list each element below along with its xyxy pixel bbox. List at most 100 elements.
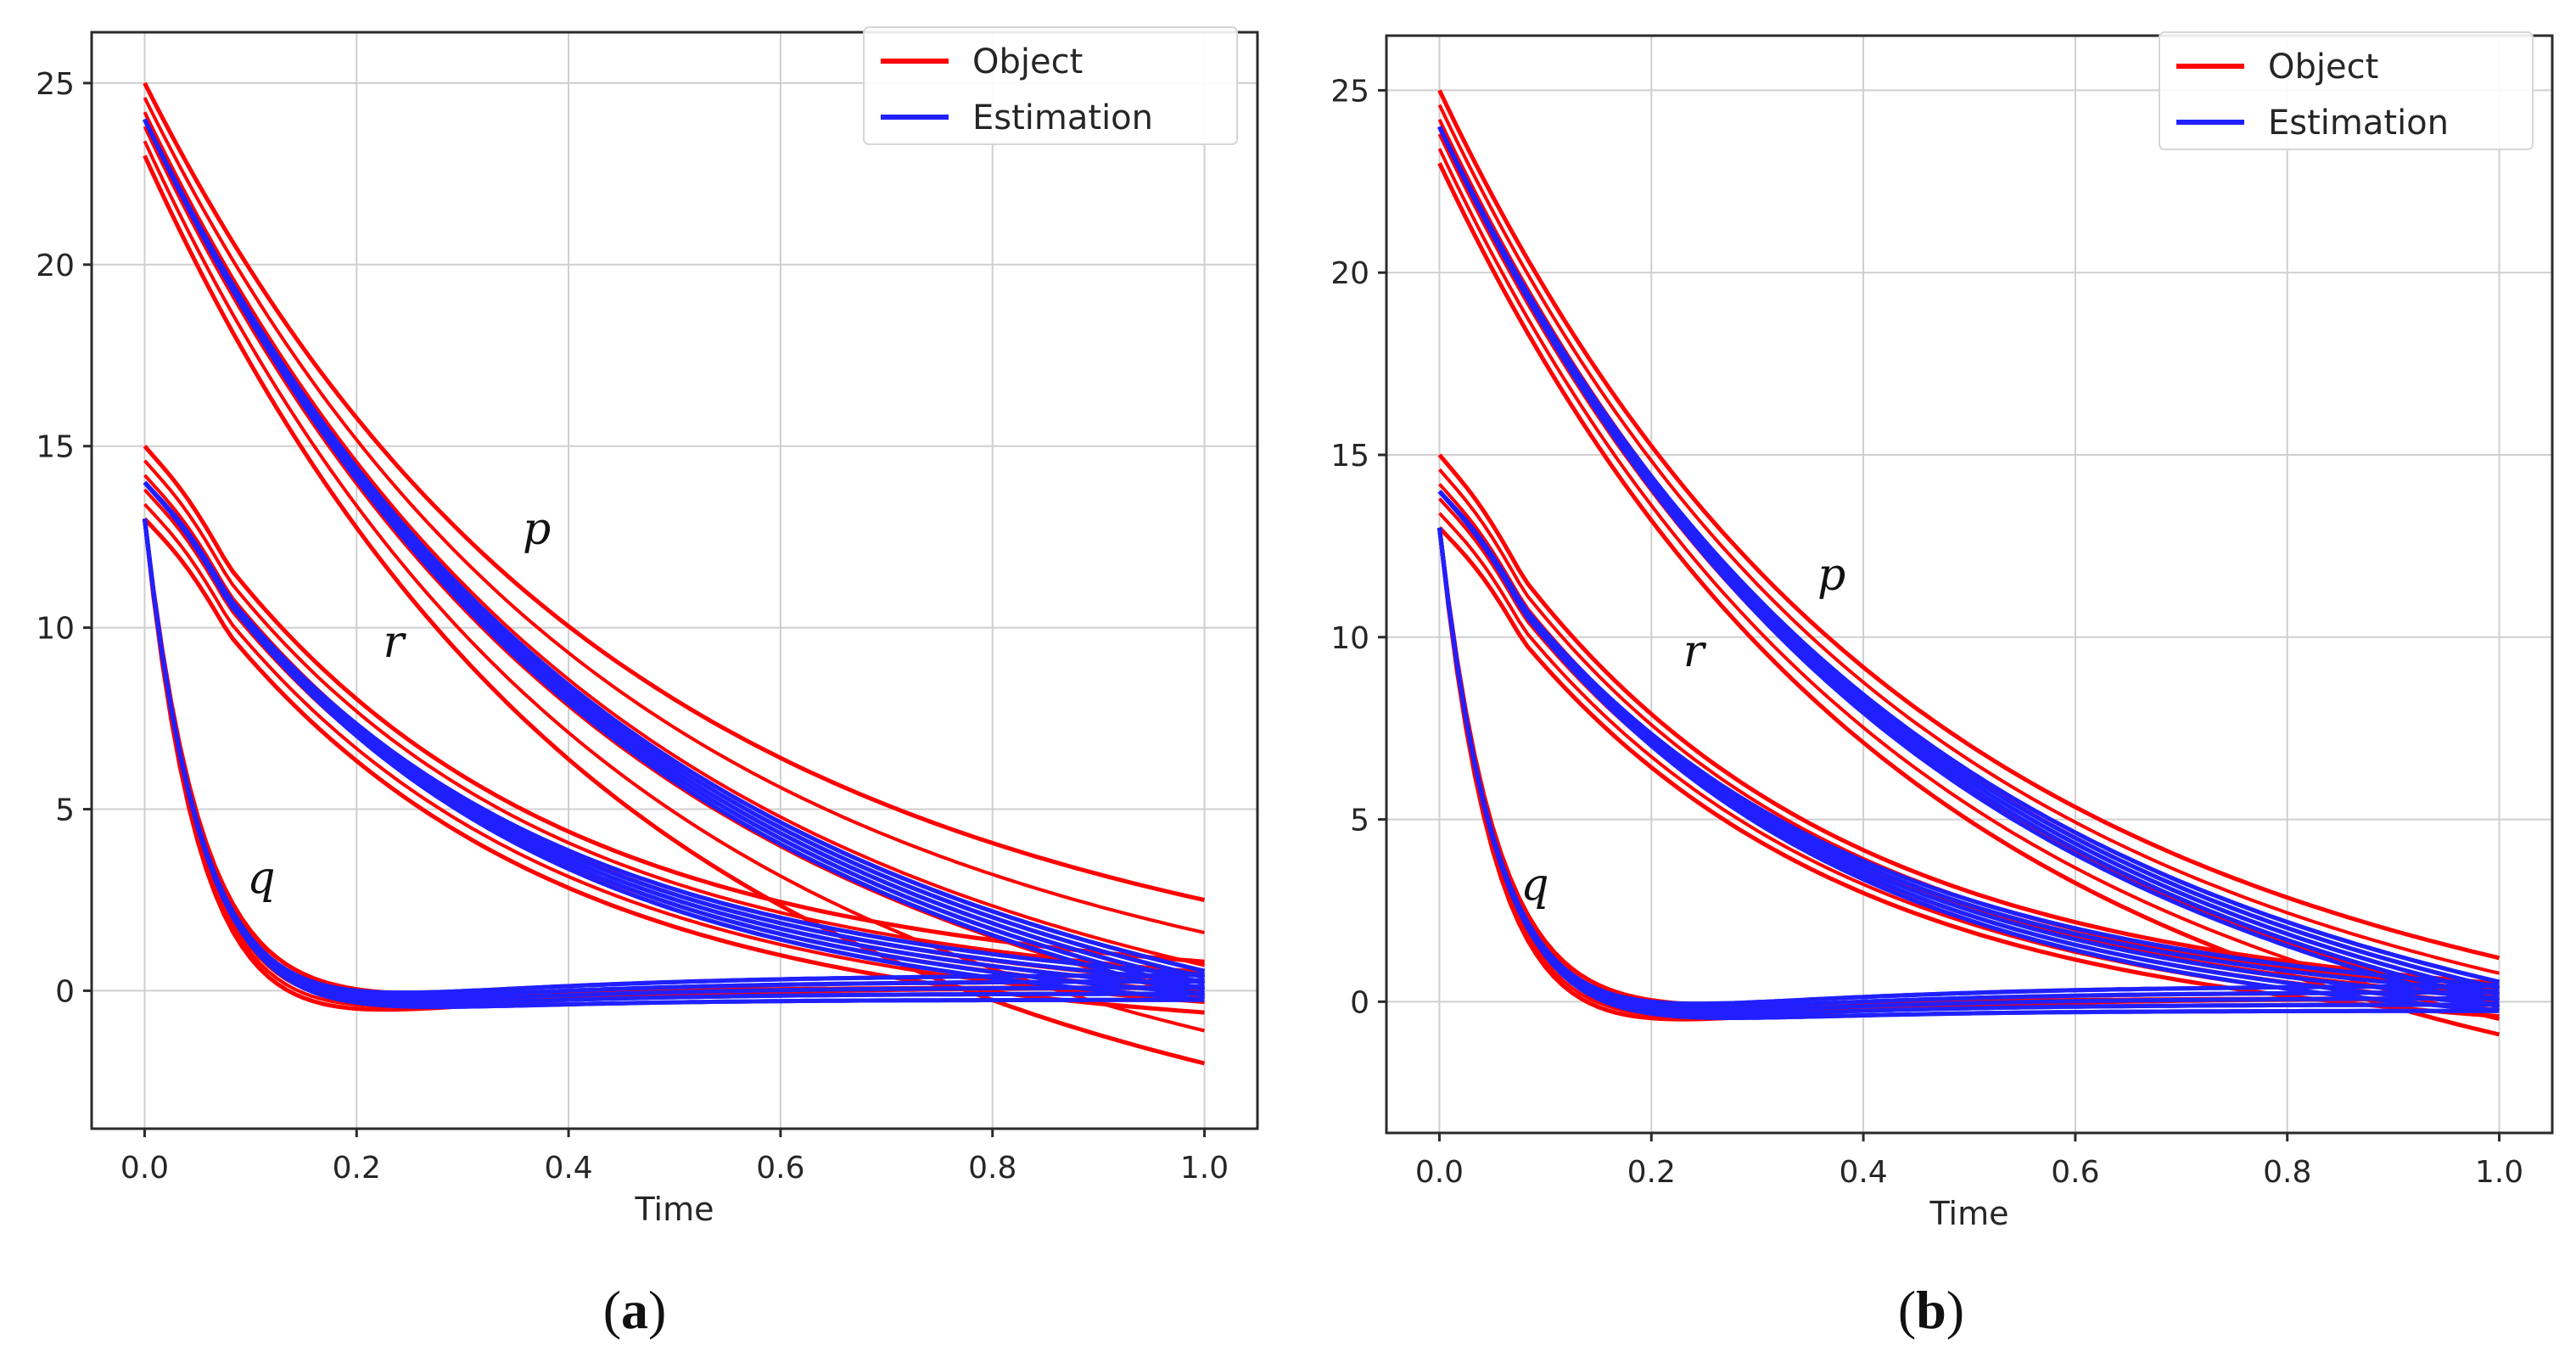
- series-estimation-curve-p: [1437, 126, 2500, 1009]
- series-estimation-curve-p: [1437, 126, 2500, 984]
- series-estimation-curve-q: [1437, 527, 2500, 1010]
- curve-annotation-p: p: [523, 504, 551, 555]
- y-tick-label: 25: [1330, 74, 1369, 109]
- series-object-curve-r: [1437, 453, 2500, 986]
- series-estimation-curve-q: [1437, 527, 2500, 1010]
- series-estimation-curve-q: [1437, 527, 2500, 1006]
- x-tick-label: 0.6: [2051, 1155, 2099, 1190]
- legend-label-estimation: Estimation: [2268, 104, 2449, 143]
- series-estimation-curve-q: [143, 519, 1205, 995]
- series-estimation-curve-q: [143, 519, 1205, 999]
- caption-close-paren: ): [648, 1280, 666, 1340]
- y-tick-label: 0: [1350, 985, 1369, 1020]
- series-estimation-curve-p: [1437, 126, 2500, 990]
- caption-open-paren: (: [603, 1280, 621, 1340]
- curve-annotation-p: p: [1817, 550, 1845, 601]
- series-estimation-curve-q: [143, 519, 1205, 1009]
- y-tick-label: 10: [36, 612, 75, 647]
- x-tick-label: 0.8: [2263, 1155, 2311, 1190]
- x-tick-label: 0.0: [1415, 1155, 1464, 1190]
- series-estimation-curve-q: [143, 519, 1205, 1002]
- series-curves: [143, 81, 1206, 1066]
- series-object-curve-p: [1437, 148, 2500, 1021]
- series-object-curve-q: [1437, 527, 2500, 1010]
- y-tick-label: 5: [55, 793, 75, 828]
- series-estimation-curve-p: [143, 118, 1206, 980]
- series-estimation-curve-p: [143, 118, 1206, 973]
- x-tick-label: 1.0: [2475, 1155, 2523, 1190]
- series-object-curve-r: [143, 445, 1205, 964]
- series-estimation-curve-p: [143, 118, 1206, 998]
- series-estimation-curve-r: [1437, 490, 2500, 988]
- legend-label-estimation: Estimation: [972, 98, 1153, 137]
- series-estimation-curve-p: [1437, 126, 2500, 997]
- legend-box: [863, 26, 1238, 145]
- y-tick-label: 20: [1330, 256, 1369, 291]
- curve-annotation-q: q: [247, 853, 275, 904]
- x-tick-label: 0.8: [968, 1151, 1016, 1186]
- x-tick-label: 0.0: [120, 1151, 169, 1186]
- panel-caption: (a): [603, 1280, 667, 1340]
- caption-open-paren: (: [1898, 1280, 1916, 1340]
- series-estimation-curve-p: [1437, 126, 2500, 1003]
- caption-letter: b: [1916, 1280, 1946, 1340]
- series-object-curve-p: [143, 97, 1205, 934]
- x-tick-label: 1.0: [1180, 1151, 1229, 1186]
- series-estimation-curve-p: [1437, 126, 2500, 997]
- x-tick-label: 0.6: [756, 1151, 804, 1186]
- legend: Object Estimation: [863, 26, 1238, 145]
- curve-annotation-q: q: [1520, 860, 1548, 911]
- series-object-curve-r: [143, 502, 1205, 1005]
- series-object-curve-p: [1437, 104, 2500, 975]
- legend-label-object: Object: [2268, 48, 2378, 87]
- y-tick-label: 10: [1330, 621, 1369, 656]
- series-estimation-curve-q: [143, 519, 1205, 1006]
- y-tick-label: 0: [55, 974, 75, 1009]
- x-axis-label: Time: [635, 1191, 714, 1228]
- series-estimation-curve-q: [1437, 527, 2500, 1020]
- y-tick-label: 15: [1330, 439, 1369, 474]
- legend: Object Estimation: [2159, 31, 2534, 150]
- series-object-curve-r: [1438, 497, 2500, 1006]
- chart-panel-a: 0.0 0.2 0.4 0.6 0.8 1.0 0 5 10 15 20 25 Time p r q Objec…: [36, 26, 1259, 1340]
- series-estimation-curve-q: [1437, 527, 2500, 1013]
- curve-annotation-r: r: [384, 617, 407, 668]
- series-estimation-curve-p: [143, 118, 1206, 986]
- x-axis-label: Time: [1929, 1195, 2009, 1232]
- series-estimation-curve-r: [1437, 490, 2500, 1006]
- x-tick-label: 0.4: [544, 1151, 592, 1186]
- x-tick-label: 0.2: [1627, 1155, 1676, 1190]
- grid: [92, 32, 1257, 1129]
- y-tick-label: 15: [36, 430, 75, 465]
- series-object-curve-p: [143, 81, 1206, 902]
- series-estimation-curve-r: [1437, 490, 2500, 1006]
- series-estimation-curve-p: [1437, 126, 2500, 990]
- series-estimation-curve-q: [1437, 527, 2500, 1017]
- series-estimation-curve-p: [1437, 126, 2500, 984]
- x-tick-label: 0.4: [1839, 1155, 1887, 1190]
- series-estimation-curve-p: [143, 118, 1206, 980]
- series-estimation-curve-r: [143, 480, 1205, 977]
- series-object-curve-p: [143, 111, 1205, 967]
- series-object-curve-p: [1437, 133, 2500, 1006]
- series-estimation-curve-p: [1437, 126, 2500, 1003]
- y-tick-label: 5: [1350, 804, 1369, 838]
- series-curves: [1437, 89, 2500, 1037]
- legend-box: [2159, 31, 2534, 150]
- series-object-curve-p: [1437, 89, 2500, 961]
- caption-letter: a: [621, 1280, 648, 1340]
- series-estimation-curve-p: [143, 118, 1206, 973]
- axes-frame: [1385, 34, 2554, 1135]
- series-object-curve-p: [143, 154, 1206, 1066]
- series-estimation-curve-p: [1437, 126, 2500, 1009]
- series-object-curve-p: [1437, 118, 2500, 990]
- series-estimation-curve-p: [143, 118, 1206, 986]
- series-object-curve-r: [143, 459, 1205, 974]
- y-tick-label: 25: [36, 67, 75, 102]
- legend-label-object: Object: [972, 42, 1083, 81]
- series-object-curve-p: [143, 126, 1205, 1000]
- axes-frame: [90, 31, 1259, 1130]
- x-tick-label: 0.2: [333, 1151, 381, 1186]
- chart-panel-b: 0.0 0.2 0.4 0.6 0.8 1.0 0 5 10 15 20 25 Time p r q Objec…: [1330, 31, 2554, 1340]
